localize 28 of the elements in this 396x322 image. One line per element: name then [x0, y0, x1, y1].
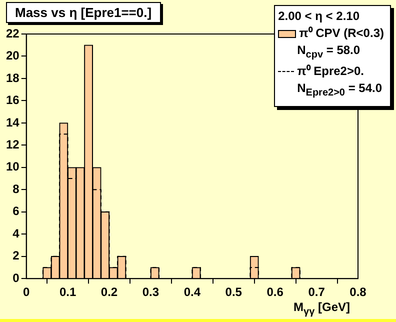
x-tick-label: 0.5: [225, 285, 242, 300]
y-tick-label: 2: [12, 248, 20, 263]
x-tick-label: 0.3: [142, 285, 160, 300]
x-tick-label: 0.7: [308, 285, 326, 300]
y-tick-label: 12: [6, 137, 20, 152]
y-tick-label: 14: [6, 115, 20, 130]
x-axis-title: M$_{γγ}$ [GeV]: [294, 300, 350, 318]
x-tick-label: 0: [23, 285, 30, 300]
y-tick-label: 10: [6, 160, 20, 174]
y-tick-label: 16: [6, 93, 20, 108]
x-tick-label: 0.8: [350, 285, 367, 300]
legend-title: 2.00 < η < 2.10: [278, 8, 361, 25]
y-tick-label: 22: [6, 26, 20, 40]
y-tick-label: 6: [12, 204, 20, 218]
y-tick-label: 0: [12, 270, 20, 285]
x-tick-label: 0.2: [100, 285, 118, 300]
y-tick-label: 8: [12, 182, 20, 196]
y-tick-label: 20: [6, 48, 20, 63]
y-tick-label: 18: [6, 70, 20, 85]
legend-label: π⁰ CPV (R<0.3): [298, 25, 384, 42]
y-tick-label: 4: [12, 226, 20, 240]
annotation: N$_{cpv}$ = 58.0: [296, 42, 362, 62]
legend-label: π⁰ Epre2>0.: [296, 63, 365, 80]
x-tick-label: 0.1: [59, 285, 76, 300]
x-tick-label: 0.6: [266, 285, 284, 300]
annotation: N$_{Epre2>0}$ = 54.0: [296, 80, 384, 101]
chart-title: Mass vs η [Epre1==0.]: [6, 2, 161, 23]
x-tick-label: 0.4: [184, 285, 201, 300]
